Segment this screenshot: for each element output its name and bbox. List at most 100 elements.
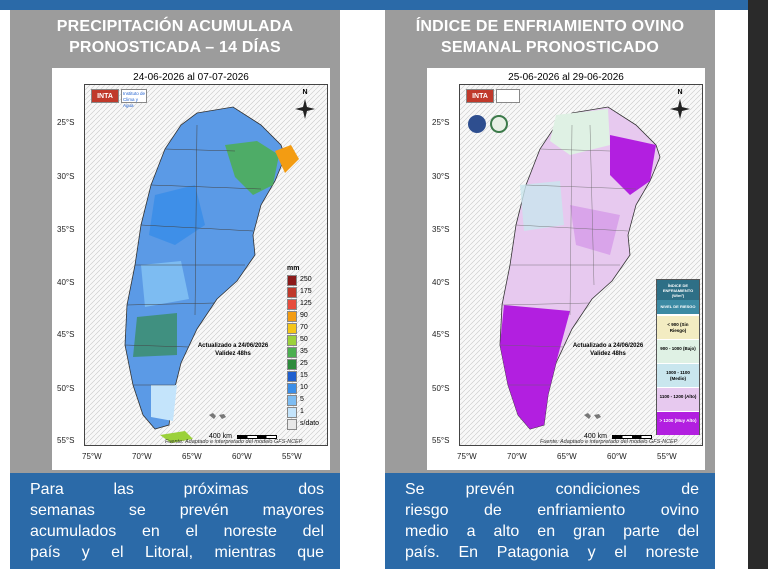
legend-label: 10 — [300, 384, 308, 391]
partner-logo — [496, 89, 520, 103]
legend-label: 1000 - 1100 (Medio) — [666, 370, 690, 381]
lat-label: 25°S — [57, 118, 75, 127]
legend-label: 90 — [300, 312, 308, 319]
lat-label: 30°S — [432, 172, 450, 181]
institution-seal-icon — [468, 115, 486, 133]
north-arrow-label: N — [677, 89, 683, 96]
caption-line: semanas se prevén mayores — [30, 502, 324, 519]
legend-label: 900 - 1000 (Bajo) — [660, 346, 696, 351]
legend-label: 1100 - 1200 (Alto) — [659, 394, 697, 399]
legend-swatch — [287, 395, 297, 406]
lat-label: 55°S — [57, 436, 75, 445]
source-note: Fuente: Adaptado e interpretado del mode… — [540, 439, 678, 445]
precipitation-caption: Para las próximas dos semanas se prevén … — [10, 473, 340, 569]
lon-label: 55°W — [282, 452, 302, 461]
legend-label: 5 — [300, 396, 304, 403]
note-line: Actualizado a 24/06/2026 — [197, 343, 269, 349]
legend-label: > 1200 (Muy Alto) — [659, 418, 697, 423]
legend-unit: mm — [287, 265, 300, 272]
lat-label: 35°S — [57, 225, 75, 234]
note-line: Validez 48hs — [215, 351, 251, 357]
lon-label: 70°W — [132, 452, 152, 461]
precip-legend: mm 250 175 125 90 70 50 35 25 15 10 5 1 s/dato — [287, 265, 327, 435]
lon-label: 55°W — [657, 452, 677, 461]
north-arrow-label: N — [302, 89, 308, 96]
precipitation-panel: PRECIPITACIÓN ACUMULADA PRONOSTICADA – 1… — [10, 10, 340, 569]
caption-line: país. En Patagonia y el noreste — [405, 544, 699, 561]
legend-swatch — [287, 311, 297, 322]
legend-label: 175 — [300, 288, 312, 295]
legend-swatch: > 1200 (Muy Alto) — [657, 412, 699, 435]
top-accent-bar — [0, 0, 768, 10]
map-frame: INTA Instituto de Clima y Agua N Actuali… — [84, 84, 328, 446]
right-dark-strip — [748, 0, 768, 569]
scale-label: 400 km — [209, 433, 232, 440]
legend-swatch — [287, 347, 297, 358]
legend-subtitle: NIVEL DE RIESGO — [657, 300, 699, 314]
legend-label: 125 — [300, 300, 312, 307]
caption-line: Se prevén condiciones de — [405, 481, 699, 498]
caption-line: Para las próximas dos — [30, 481, 324, 498]
lon-label: 65°W — [182, 452, 202, 461]
legend-swatch — [287, 359, 297, 370]
map-frame: INTA N Actualizado a 24/06/2026 Validez … — [459, 84, 703, 446]
legend-label: 50 — [300, 336, 308, 343]
lon-label: 75°W — [457, 452, 477, 461]
legend-title: ÍNDICE DE ENFRIAMIENTO (W/m²) — [657, 280, 699, 300]
compass-rose-icon — [295, 99, 315, 119]
source-note: Fuente: Adaptado e interpretado del mode… — [165, 439, 303, 445]
compass-rose-icon — [670, 99, 690, 119]
legend-swatch — [287, 299, 297, 310]
lon-label: 65°W — [557, 452, 577, 461]
update-note: Actualizado a 24/06/2026 Validez 48hs — [556, 342, 660, 358]
caption-line: riesgo de enfriamiento ovino — [405, 502, 699, 519]
legend-label: 25 — [300, 360, 308, 367]
legend-swatch — [287, 335, 297, 346]
cooling-index-panel: ÍNDICE DE ENFRIAMIENTO OVINO SEMANAL PRO… — [385, 10, 715, 569]
scale-bar — [612, 435, 652, 439]
clima-agua-logo: Instituto de Clima y Agua — [121, 89, 147, 108]
inta-logo: INTA — [91, 89, 119, 103]
lat-label: 50°S — [432, 384, 450, 393]
argentina-precip-shape — [85, 85, 327, 445]
lon-label: 60°W — [607, 452, 627, 461]
legend-label: 1 — [300, 408, 304, 415]
panel-title: ÍNDICE DE ENFRIAMIENTO OVINO SEMANAL PRO… — [385, 16, 715, 58]
lat-label: 45°S — [432, 330, 450, 339]
scale-bar — [237, 435, 277, 439]
map-date-range: 24-06-2026 al 07-07-2026 — [133, 72, 249, 83]
legend-swatch: 900 - 1000 (Bajo) — [657, 340, 699, 363]
lat-label: 55°S — [432, 436, 450, 445]
title-line: ÍNDICE DE ENFRIAMIENTO OVINO — [415, 18, 685, 35]
legend-swatch — [287, 407, 297, 418]
title-line: PRECIPITACIÓN ACUMULADA — [56, 18, 294, 35]
caption-line: país y el Litoral, mientras que — [30, 544, 324, 561]
legend-swatch: 1100 - 1200 (Alto) — [657, 388, 699, 411]
lat-label: 25°S — [432, 118, 450, 127]
title-line: SEMANAL PRONOSTICADO — [441, 39, 659, 56]
update-note: Actualizado a 24/06/2026 Validez 48hs — [181, 342, 285, 358]
legend-swatch — [287, 275, 297, 286]
legend-swatch: 1000 - 1100 (Medio) — [657, 364, 699, 387]
legend-swatch: < 900 (Sin Riesgo) — [657, 316, 699, 339]
legend-label: 35 — [300, 348, 308, 355]
lat-label: 30°S — [57, 172, 75, 181]
precipitation-map: 24-06-2026 al 07-07-2026 25°S 30°S 35°S … — [52, 68, 330, 470]
institution-badge-icon — [490, 115, 508, 133]
inta-logo: INTA — [466, 89, 494, 103]
legend-swatch — [287, 287, 297, 298]
cooling-legend: ÍNDICE DE ENFRIAMIENTO (W/m²) NIVEL DE R… — [656, 279, 700, 435]
cooling-caption: Se prevén condiciones de riesgo de enfri… — [385, 473, 715, 569]
note-line: Actualizado a 24/06/2026 — [572, 343, 644, 349]
caption-line: acumulados en el noreste del — [30, 523, 324, 540]
legend-swatch — [287, 371, 297, 382]
scale-label: 400 km — [584, 433, 607, 440]
map-date-range: 25-06-2026 al 29-06-2026 — [508, 72, 624, 83]
lon-label: 60°W — [232, 452, 252, 461]
legend-label: < 900 (Sin Riesgo) — [667, 322, 689, 333]
legend-label: 250 — [300, 276, 312, 283]
lat-label: 40°S — [57, 278, 75, 287]
legend-swatch — [287, 419, 297, 430]
lon-label: 75°W — [82, 452, 102, 461]
title-line: PRONOSTICADA – 14 DÍAS — [69, 39, 281, 56]
